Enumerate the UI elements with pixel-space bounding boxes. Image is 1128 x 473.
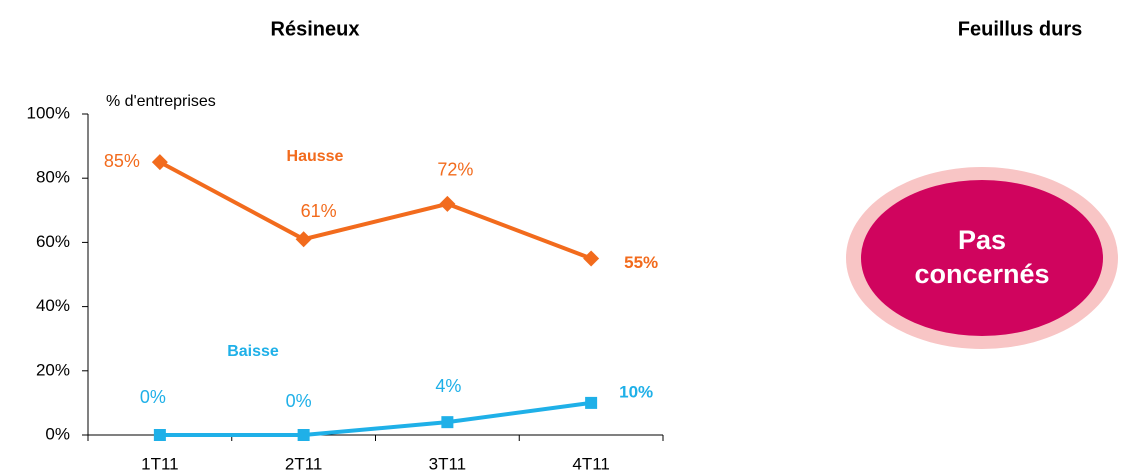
y-tick-label: 0% — [45, 424, 70, 443]
x-tick-label: 1T11 — [141, 454, 179, 473]
data-label: 55% — [624, 253, 658, 272]
y-tick-label: 80% — [36, 168, 70, 187]
y-tick-label: 60% — [36, 232, 70, 251]
marker — [439, 195, 456, 212]
data-label: 0% — [140, 387, 166, 407]
badge — [861, 180, 1103, 336]
series-line — [158, 160, 592, 261]
y-tick-label: 20% — [36, 360, 70, 379]
data-label: 72% — [437, 160, 473, 180]
x-tick-label: 4T11 — [572, 454, 610, 473]
y-tick-label: 100% — [27, 103, 70, 122]
marker — [583, 250, 600, 267]
x-tick-label: 3T11 — [429, 454, 467, 473]
series-name: Baisse — [227, 343, 279, 360]
data-label: 10% — [619, 382, 653, 401]
chart-title: Résineux — [271, 18, 360, 40]
data-label: 61% — [301, 201, 337, 221]
y-tick-label: 40% — [36, 296, 70, 315]
data-label: 85% — [104, 151, 140, 171]
marker — [441, 416, 454, 429]
series-line — [159, 400, 592, 437]
panel-title: Feuillus durs — [958, 18, 1082, 40]
data-label: 4% — [435, 376, 461, 396]
marker — [153, 429, 166, 441]
series-name: Hausse — [287, 148, 344, 165]
marker — [295, 231, 312, 248]
data-label: 0% — [286, 391, 312, 411]
marker — [297, 429, 310, 441]
marker — [151, 154, 168, 171]
badge-text: Pas — [958, 225, 1006, 255]
y-axis-label: % d'entreprises — [106, 93, 216, 110]
x-tick-label: 2T11 — [285, 454, 323, 473]
badge-text: concernés — [914, 259, 1049, 289]
marker — [585, 396, 598, 409]
